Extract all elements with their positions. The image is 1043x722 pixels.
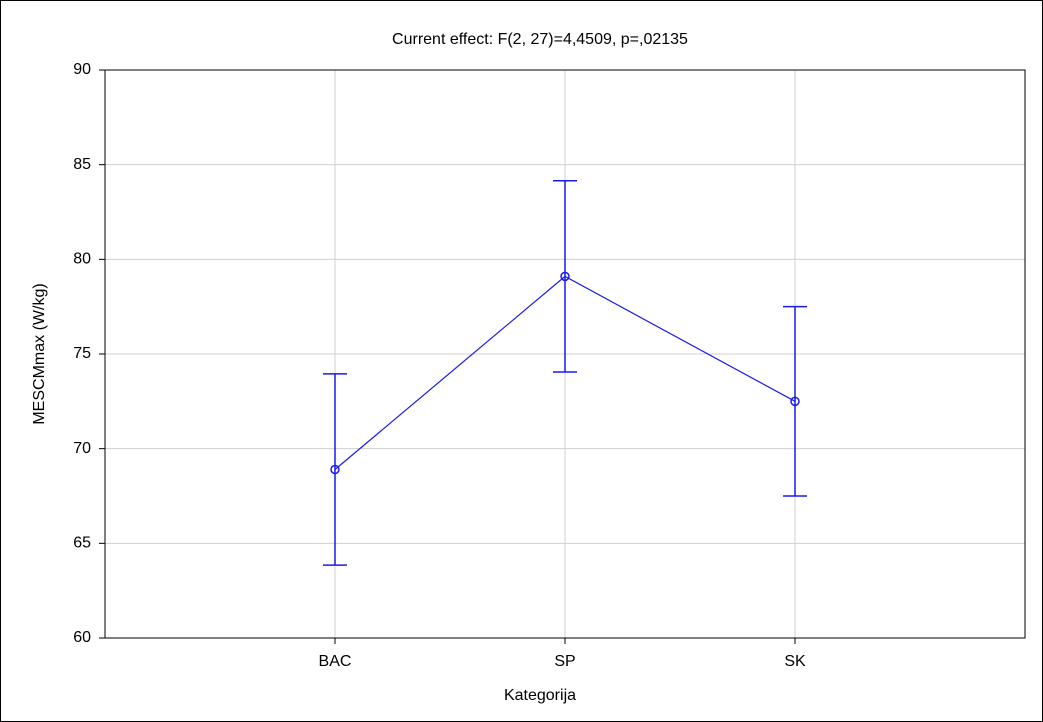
- x-axis-label: Kategorija: [504, 687, 576, 704]
- x-tick-label: BAC: [319, 653, 352, 670]
- y-axis-label: MESCMmax (W/kg): [31, 283, 48, 424]
- marker: [330, 464, 340, 475]
- x-tick-label: SP: [554, 653, 575, 670]
- y-tick-label: 60: [73, 629, 91, 646]
- plot-area: [104, 69, 1026, 639]
- error-bar: [783, 305, 807, 497]
- x-tick-label: SK: [784, 653, 806, 670]
- y-tick-label: 85: [73, 156, 91, 173]
- marker: [560, 271, 570, 282]
- error-bar: [553, 180, 577, 373]
- y-tick-label: 80: [73, 251, 91, 268]
- y-tick-label: 90: [73, 61, 91, 78]
- y-tick-label: 75: [73, 345, 91, 362]
- error-bar: [323, 373, 347, 566]
- chart-title: Current effect: F(2, 27)=4,4509, p=,0213…: [392, 31, 688, 48]
- y-tick-label: 65: [73, 535, 91, 552]
- y-tick-label: 70: [73, 440, 91, 457]
- marker: [790, 396, 800, 407]
